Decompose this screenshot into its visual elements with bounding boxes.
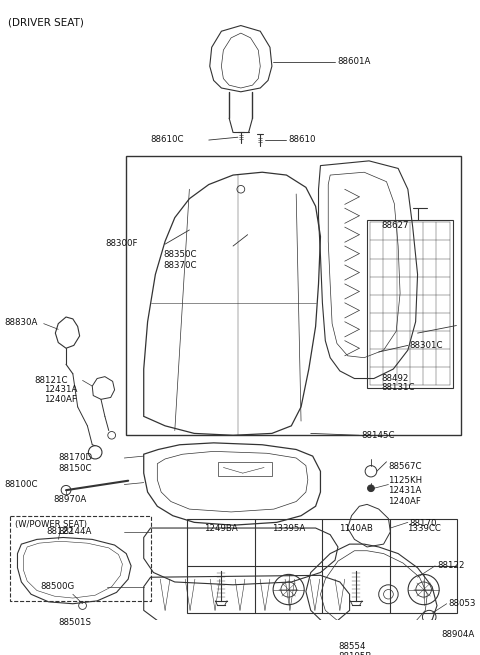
Text: 12431A: 12431A (44, 385, 77, 394)
Text: 88100C: 88100C (5, 479, 38, 489)
Bar (126, 156, 461, 436)
Bar (367, 219, 453, 388)
Bar (10, 515, 151, 601)
Bar (187, 519, 457, 613)
Text: (W/POWER SEAT): (W/POWER SEAT) (14, 521, 86, 529)
Bar (218, 462, 272, 476)
Text: 88122: 88122 (47, 527, 74, 536)
Text: 88904A: 88904A (442, 630, 475, 639)
Text: 88122: 88122 (437, 561, 465, 570)
Text: 12431A: 12431A (388, 487, 422, 495)
Text: 88144A: 88144A (58, 527, 92, 536)
Text: 88170: 88170 (410, 519, 437, 527)
Text: (DRIVER SEAT): (DRIVER SEAT) (8, 17, 84, 27)
Text: 88131C: 88131C (382, 383, 415, 392)
Text: 88830A: 88830A (5, 318, 38, 327)
Text: 1240AF: 1240AF (44, 394, 77, 403)
Circle shape (368, 485, 374, 492)
Text: 88300F: 88300F (105, 240, 137, 248)
Text: 88370C: 88370C (163, 261, 197, 270)
Text: 1339CC: 1339CC (407, 524, 441, 533)
Text: 88170D: 88170D (58, 453, 92, 462)
Text: 88053: 88053 (449, 599, 476, 608)
Text: 88145C: 88145C (361, 430, 395, 440)
Text: 88601A: 88601A (337, 57, 371, 66)
Text: 88610: 88610 (288, 136, 316, 144)
Text: 1249BA: 1249BA (204, 524, 238, 533)
Text: 1240AF: 1240AF (388, 496, 421, 506)
Text: 88301C: 88301C (410, 341, 444, 350)
Text: 1140AB: 1140AB (339, 524, 373, 533)
Text: 13395A: 13395A (272, 524, 305, 533)
Text: 88627: 88627 (382, 221, 409, 231)
Text: 88970A: 88970A (53, 495, 87, 504)
Text: 88554: 88554 (338, 642, 365, 650)
Text: 1125KH: 1125KH (388, 476, 422, 485)
Text: 88350C: 88350C (163, 250, 197, 259)
Text: 88610C: 88610C (151, 136, 184, 144)
Text: 88195B: 88195B (338, 652, 372, 655)
Text: 88500G: 88500G (41, 582, 75, 591)
Text: 88492: 88492 (382, 374, 409, 383)
Text: 88567C: 88567C (388, 462, 422, 471)
Text: 88501S: 88501S (58, 618, 91, 627)
Text: 88121C: 88121C (34, 376, 68, 384)
Text: 88150C: 88150C (58, 464, 92, 473)
